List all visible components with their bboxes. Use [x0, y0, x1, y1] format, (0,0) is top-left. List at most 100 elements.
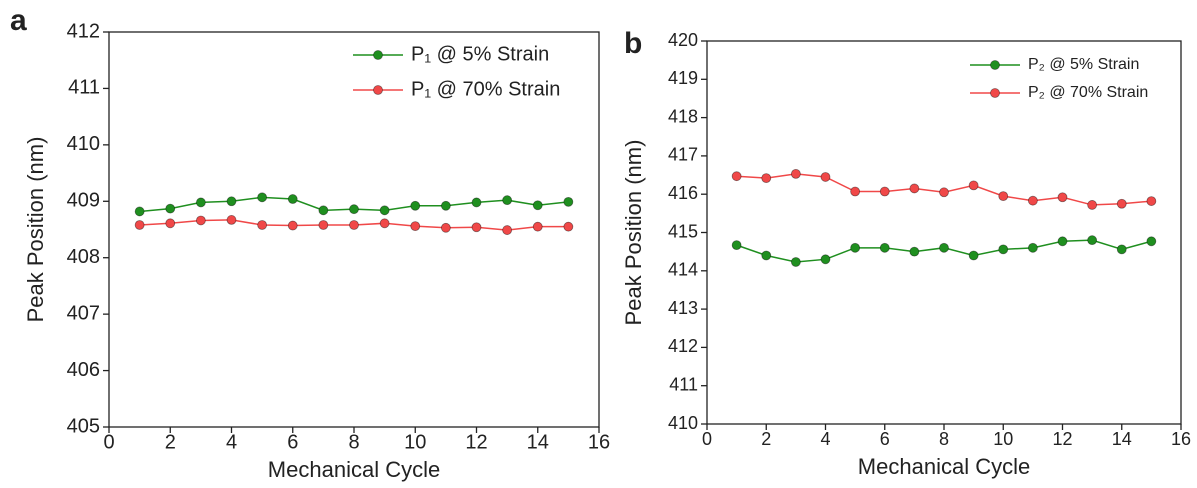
data-point — [968, 250, 979, 261]
data-point — [318, 205, 329, 216]
y-tick-label: 405 — [67, 415, 100, 437]
data-point — [257, 192, 268, 203]
y-tick-label: 416 — [668, 183, 698, 203]
y-tick-label: 412 — [668, 336, 698, 356]
x-tick-label: 10 — [993, 429, 1013, 449]
y-tick-label: 414 — [668, 260, 698, 280]
x-tick-label: 16 — [1171, 429, 1191, 449]
x-tick-label: 12 — [1052, 429, 1072, 449]
data-point — [790, 169, 801, 179]
data-point — [563, 196, 574, 207]
y-tick-label: 412 — [67, 20, 100, 42]
data-point — [1027, 242, 1038, 253]
legend-label: P₁ @ 5% Strain — [411, 43, 549, 65]
data-point — [850, 186, 861, 197]
x-tick-label: 14 — [527, 431, 549, 453]
y-axis-title: Peak Position (nm) — [23, 137, 48, 323]
data-point — [287, 194, 298, 204]
data-point — [318, 220, 329, 230]
data-point — [879, 186, 890, 197]
data-point — [165, 218, 176, 229]
data-point — [790, 257, 801, 267]
data-point — [820, 172, 831, 182]
data-point — [502, 225, 513, 235]
data-point — [257, 220, 268, 230]
x-tick-label: 16 — [588, 431, 610, 453]
y-tick-label: 418 — [668, 106, 698, 126]
y-tick-label: 420 — [668, 30, 698, 50]
data-point — [1027, 195, 1038, 206]
data-point — [998, 244, 1009, 255]
data-point — [879, 242, 890, 253]
x-tick-label: 12 — [465, 431, 487, 453]
data-point — [1087, 200, 1098, 210]
data-point — [1087, 235, 1098, 246]
y-tick-label: 411 — [68, 77, 100, 99]
data-point — [1116, 198, 1127, 209]
data-point — [440, 222, 451, 233]
data-point — [165, 203, 176, 214]
data-point — [968, 180, 979, 191]
data-point — [349, 204, 359, 215]
data-point — [195, 215, 206, 226]
y-tick-label: 407 — [67, 302, 100, 324]
legend-marker — [990, 60, 1000, 70]
data-point — [226, 196, 237, 207]
x-tick-label: 4 — [226, 431, 237, 453]
y-axis-title: Peak Position (nm) — [621, 140, 646, 326]
data-point — [820, 254, 831, 265]
x-tick-label: 6 — [287, 431, 298, 453]
y-tick-label: 419 — [668, 68, 698, 88]
y-tick-label: 409 — [67, 190, 100, 212]
data-point — [134, 206, 145, 217]
data-point — [1057, 192, 1068, 203]
legend-label: P₁ @ 70% Strain — [411, 78, 560, 100]
y-tick-label: 417 — [668, 145, 698, 165]
x-tick-label: 8 — [348, 431, 359, 453]
data-point — [731, 171, 742, 182]
y-tick-label: 411 — [669, 374, 698, 394]
data-point — [134, 220, 145, 230]
panel-label: b — [624, 27, 642, 60]
y-tick-label: 413 — [668, 298, 698, 318]
data-point — [532, 221, 543, 232]
data-point — [349, 220, 359, 230]
data-point — [731, 240, 742, 251]
x-axis-title: Mechanical Cycle — [858, 454, 1030, 479]
y-tick-label: 408 — [67, 246, 100, 268]
data-point — [850, 242, 861, 253]
data-point — [909, 183, 920, 194]
data-point — [532, 200, 543, 211]
legend-label: P₂ @ 5% Strain — [1028, 56, 1139, 73]
data-point — [195, 197, 206, 208]
x-tick-label: 6 — [880, 429, 890, 449]
x-tick-label: 10 — [404, 431, 426, 453]
x-tick-label: 8 — [939, 429, 949, 449]
data-point — [410, 221, 421, 232]
data-point — [502, 195, 513, 206]
data-point — [410, 200, 421, 211]
data-point — [1116, 244, 1127, 255]
data-point — [909, 246, 920, 257]
data-point — [998, 191, 1009, 202]
data-point — [939, 242, 949, 253]
y-tick-label: 406 — [67, 359, 100, 381]
legend-marker — [373, 50, 383, 60]
data-point — [1146, 236, 1157, 247]
x-tick-label: 0 — [103, 431, 114, 453]
data-point — [563, 221, 574, 232]
legend-label: P₂ @ 70% Strain — [1028, 84, 1148, 101]
data-point — [471, 222, 482, 233]
x-tick-label: 14 — [1112, 429, 1132, 449]
data-point — [1057, 236, 1068, 247]
data-point — [761, 250, 772, 261]
data-point — [440, 200, 451, 211]
legend-marker — [990, 88, 1000, 98]
y-tick-label: 410 — [67, 133, 100, 155]
y-tick-label: 415 — [668, 221, 698, 241]
x-tick-label: 4 — [820, 429, 830, 449]
data-point — [761, 173, 772, 184]
data-point — [939, 187, 949, 198]
legend-marker — [373, 85, 383, 95]
